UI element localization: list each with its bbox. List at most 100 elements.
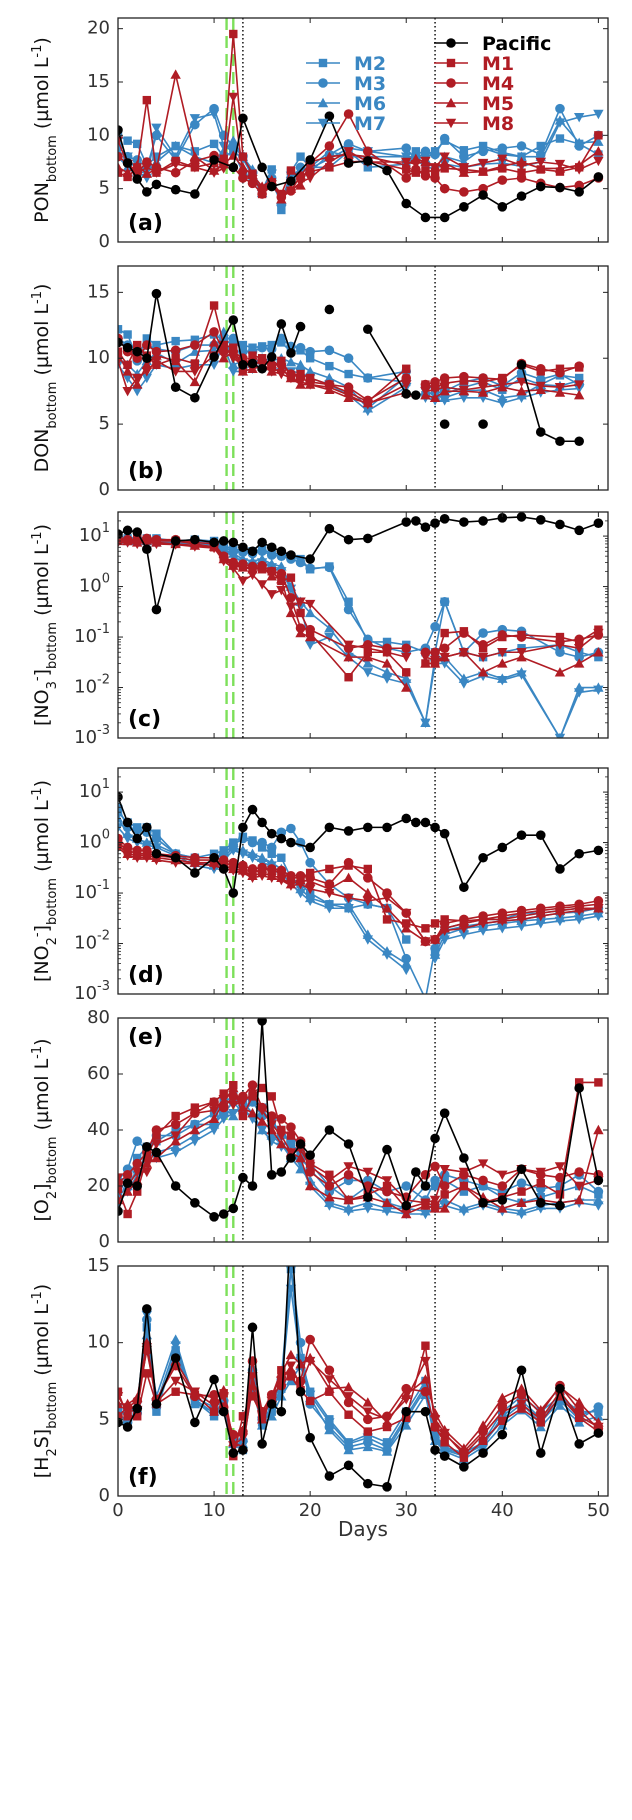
point-M5: [381, 1197, 393, 1207]
point-Pacific: [363, 822, 373, 833]
point-Pacific: [190, 868, 200, 878]
y-tick-label: 0: [99, 1231, 110, 1252]
point-Pacific: [122, 817, 133, 828]
y-tick-label: 15: [87, 71, 110, 92]
point-M8: [458, 163, 470, 173]
point-M8: [573, 906, 585, 916]
point-M5: [554, 667, 566, 677]
point-M2: [152, 829, 161, 838]
point-M4: [516, 905, 527, 916]
point-Pacific: [247, 1181, 258, 1191]
point-Pacific: [497, 842, 508, 853]
point-M3: [190, 1119, 200, 1130]
point-M4: [439, 1181, 450, 1191]
point-M2: [296, 152, 305, 161]
point-M8: [141, 537, 153, 547]
point-M8: [118, 538, 124, 548]
point-M7: [228, 846, 239, 856]
point-Pacific: [286, 1153, 296, 1163]
legend-marker-Pacific: [446, 38, 456, 48]
series-line-M5: [118, 539, 407, 689]
series-group: [118, 1266, 604, 1492]
point-M5: [151, 1152, 162, 1163]
legend-marker-M7: [317, 118, 329, 129]
point-M5: [477, 1420, 489, 1430]
point-M8: [141, 853, 153, 863]
point-M5: [237, 366, 249, 376]
plot-frame: [117, 767, 609, 995]
point-Pacific: [122, 342, 133, 353]
point-M3: [295, 342, 306, 353]
point-Pacific: [459, 1153, 469, 1163]
point-M8: [266, 367, 277, 377]
point-M6: [573, 137, 585, 147]
point-M5: [573, 1194, 585, 1205]
point-Pacific: [401, 1200, 412, 1211]
point-M1: [219, 1089, 228, 1098]
point-M6: [228, 359, 239, 370]
point-M2: [325, 361, 334, 371]
point-M2: [382, 1438, 392, 1447]
point-M7: [141, 840, 153, 851]
point-M4: [266, 864, 277, 874]
point-M2: [594, 652, 603, 662]
point-M7: [362, 1433, 374, 1443]
point-M1: [277, 1125, 286, 1135]
point-M1: [363, 1427, 373, 1436]
point-M7: [208, 1125, 220, 1136]
point-M4: [190, 340, 200, 350]
point-M6: [170, 140, 181, 151]
point-M3: [266, 550, 277, 560]
point-M5: [118, 349, 124, 359]
point-M1: [402, 364, 411, 373]
point-M6: [477, 142, 489, 153]
point-M2: [142, 334, 152, 343]
point-Pacific: [593, 1175, 604, 1186]
point-M8: [362, 896, 374, 907]
point-M4: [478, 1175, 488, 1186]
point-M1: [133, 340, 142, 350]
point-M6: [324, 1424, 335, 1435]
series-line-Pacific: [118, 796, 599, 897]
point-M7: [343, 1207, 354, 1217]
point-M5: [170, 69, 181, 79]
point-M4: [286, 1122, 296, 1132]
point-M1: [286, 1131, 296, 1140]
point-M5: [295, 627, 306, 638]
point-M5: [276, 573, 287, 584]
point-M2: [344, 369, 353, 379]
point-M8: [458, 924, 470, 934]
point-M8: [141, 1343, 153, 1353]
point-M8: [122, 851, 133, 861]
point-Pacific: [439, 419, 450, 429]
point-M8: [118, 1392, 124, 1402]
point-M8: [439, 926, 450, 936]
series-line-M5: [118, 74, 599, 201]
point-Pacific: [593, 172, 604, 182]
point-Pacific: [516, 1365, 527, 1376]
point-M5: [295, 1152, 306, 1163]
point-M4: [118, 151, 123, 162]
point-Pacific: [276, 546, 287, 557]
point-M8: [458, 648, 470, 658]
point-M8: [256, 184, 268, 194]
point-M8: [324, 888, 335, 899]
point-M1: [402, 1413, 411, 1422]
legend-label-Pacific: Pacific: [482, 33, 551, 55]
legend-marker-M5: [445, 97, 457, 108]
point-Pacific: [411, 1167, 421, 1177]
point-M4: [430, 647, 440, 658]
point-Pacific: [430, 1133, 440, 1144]
panel-label: (c): [128, 707, 161, 732]
series-line-M4: [118, 112, 599, 199]
point-M8: [256, 1106, 268, 1116]
point-M4: [382, 1186, 392, 1197]
point-Pacific: [132, 527, 143, 537]
point-M2: [459, 1187, 469, 1196]
point-M6: [401, 958, 412, 968]
point-M8: [343, 893, 354, 904]
point-M7: [228, 1109, 239, 1119]
series-line-M8: [425, 632, 599, 661]
point-M8: [170, 367, 181, 377]
point-M3: [401, 1181, 412, 1191]
